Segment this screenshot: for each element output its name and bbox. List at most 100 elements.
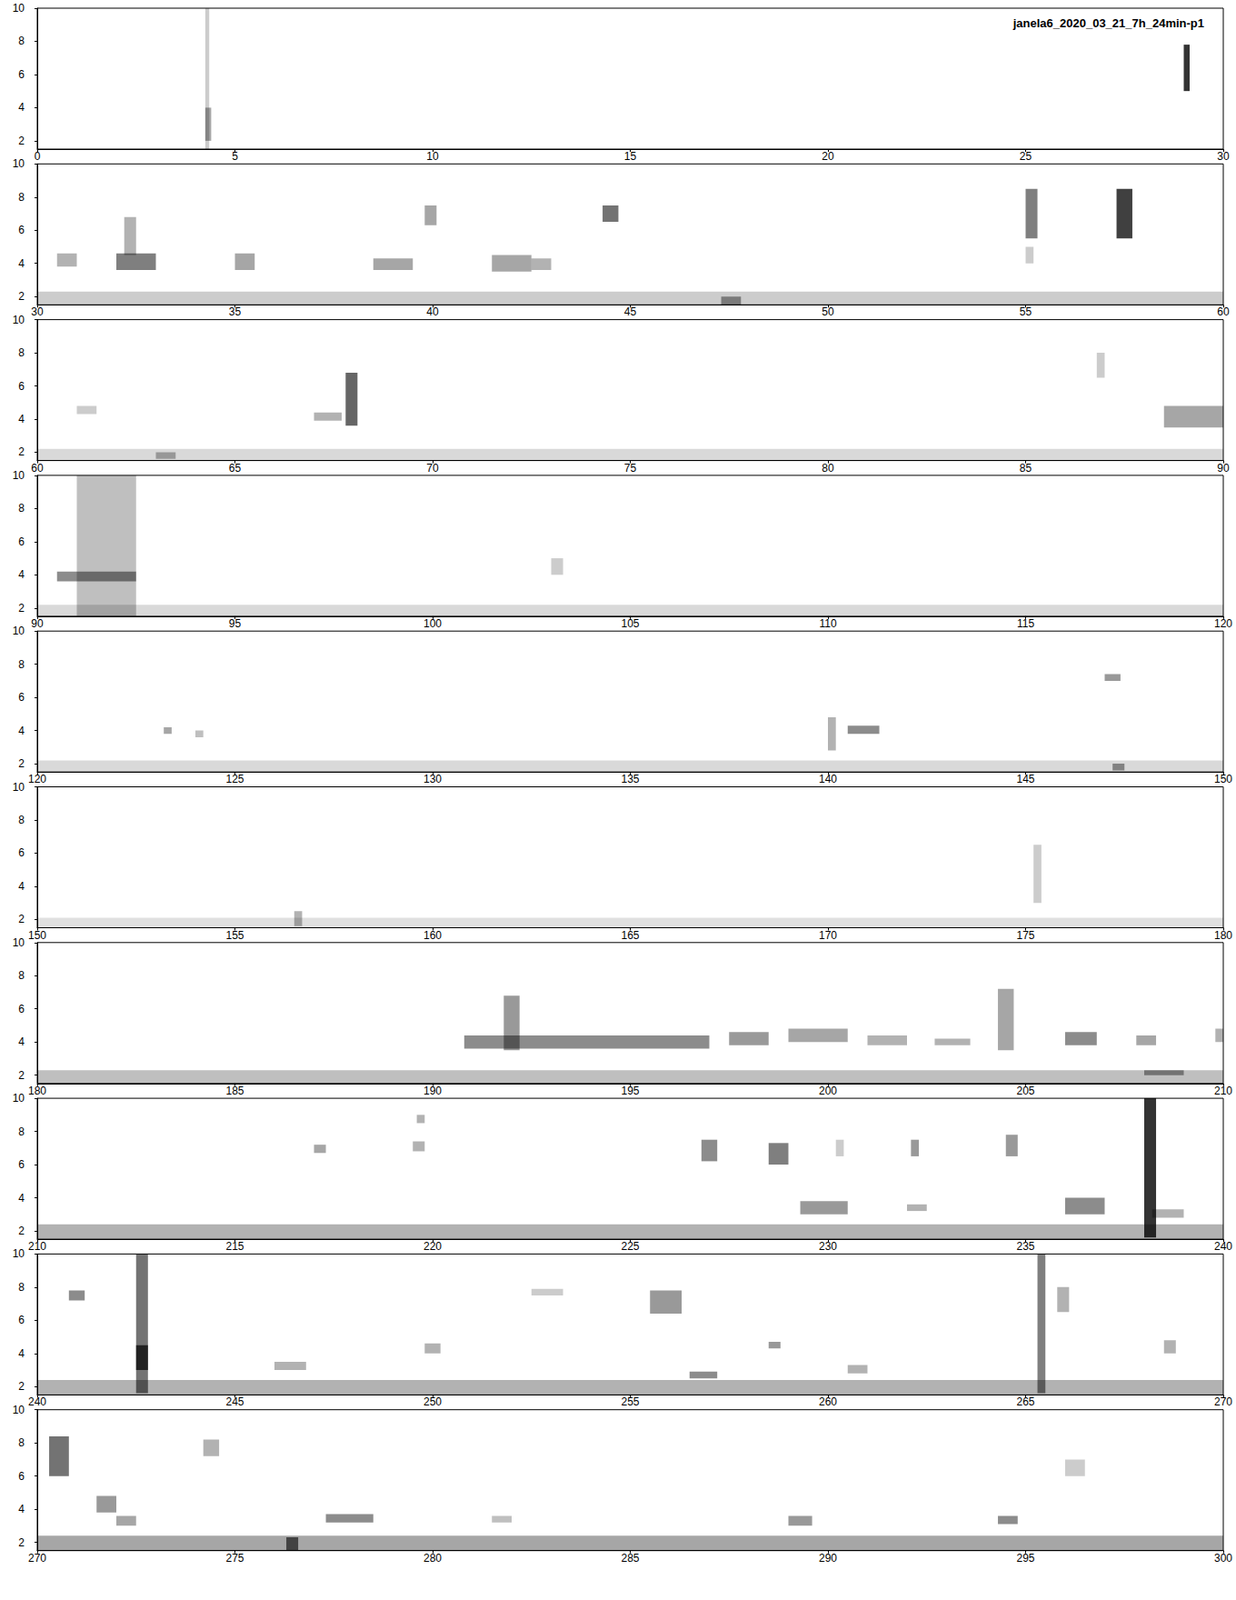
svg-text:2: 2: [18, 1068, 25, 1082]
svg-text:300: 300: [1214, 1551, 1233, 1565]
svg-text:295: 295: [1016, 1551, 1035, 1565]
svg-text:160: 160: [423, 928, 442, 942]
svg-text:145: 145: [1016, 772, 1035, 786]
svg-text:50: 50: [821, 305, 835, 319]
svg-text:260: 260: [818, 1395, 838, 1408]
svg-text:220: 220: [423, 1239, 442, 1253]
svg-text:2: 2: [18, 1535, 25, 1549]
svg-text:175: 175: [1016, 928, 1035, 942]
svg-text:265: 265: [1016, 1395, 1035, 1408]
svg-text:140: 140: [818, 772, 838, 786]
svg-text:8: 8: [18, 346, 25, 359]
svg-text:10: 10: [12, 1403, 26, 1416]
svg-text:6: 6: [18, 690, 25, 704]
svg-text:205: 205: [1016, 1084, 1035, 1097]
svg-text:85: 85: [1019, 461, 1033, 475]
svg-text:180: 180: [1214, 928, 1233, 942]
svg-text:6: 6: [18, 379, 25, 393]
svg-text:10: 10: [426, 149, 439, 163]
svg-text:0: 0: [34, 149, 41, 163]
svg-text:200: 200: [818, 1084, 838, 1097]
svg-text:6: 6: [18, 1469, 25, 1483]
svg-text:20: 20: [821, 149, 835, 163]
svg-text:25: 25: [1019, 149, 1033, 163]
svg-text:120: 120: [28, 772, 47, 786]
svg-text:8: 8: [18, 34, 25, 48]
svg-text:4: 4: [18, 257, 25, 270]
svg-text:8: 8: [18, 1125, 25, 1138]
svg-text:100: 100: [423, 617, 442, 630]
svg-text:285: 285: [620, 1551, 639, 1565]
svg-text:230: 230: [818, 1239, 838, 1253]
svg-text:8: 8: [18, 190, 25, 204]
svg-text:8: 8: [18, 657, 25, 671]
svg-text:195: 195: [620, 1084, 639, 1097]
svg-text:95: 95: [229, 617, 242, 630]
svg-text:2: 2: [18, 757, 25, 770]
svg-text:210: 210: [1214, 1084, 1233, 1097]
svg-text:65: 65: [229, 461, 242, 475]
svg-text:4: 4: [18, 1035, 25, 1048]
svg-text:40: 40: [426, 305, 439, 319]
svg-text:190: 190: [423, 1084, 442, 1097]
svg-text:4: 4: [18, 568, 25, 581]
svg-text:30: 30: [30, 305, 44, 319]
svg-text:10: 10: [12, 157, 26, 170]
svg-text:90: 90: [1216, 461, 1230, 475]
svg-text:80: 80: [821, 461, 835, 475]
svg-text:10: 10: [12, 313, 26, 327]
svg-text:4: 4: [18, 879, 25, 893]
svg-text:60: 60: [1216, 305, 1230, 319]
svg-text:4: 4: [18, 1502, 25, 1516]
svg-text:255: 255: [620, 1395, 639, 1408]
svg-text:155: 155: [225, 928, 244, 942]
svg-text:6: 6: [18, 223, 25, 237]
svg-text:4: 4: [18, 1191, 25, 1205]
svg-text:170: 170: [818, 928, 838, 942]
svg-text:6: 6: [18, 1313, 25, 1326]
svg-text:2: 2: [18, 289, 25, 303]
svg-text:185: 185: [225, 1084, 244, 1097]
svg-text:240: 240: [1214, 1239, 1233, 1253]
svg-text:6: 6: [18, 1157, 25, 1171]
svg-text:290: 290: [818, 1551, 838, 1565]
svg-text:60: 60: [30, 461, 44, 475]
svg-text:55: 55: [1019, 305, 1033, 319]
svg-text:10: 10: [12, 1246, 26, 1260]
svg-text:120: 120: [1214, 617, 1233, 630]
svg-text:10: 10: [12, 468, 26, 482]
svg-text:240: 240: [28, 1395, 47, 1408]
svg-text:130: 130: [423, 772, 442, 786]
svg-text:6: 6: [18, 68, 25, 81]
svg-text:6: 6: [18, 535, 25, 549]
svg-text:2: 2: [18, 601, 25, 615]
svg-text:180: 180: [28, 1084, 47, 1097]
svg-text:4: 4: [18, 1346, 25, 1360]
svg-text:105: 105: [620, 617, 639, 630]
svg-text:75: 75: [624, 461, 638, 475]
svg-text:6: 6: [18, 846, 25, 859]
svg-text:210: 210: [28, 1239, 47, 1253]
svg-text:4: 4: [18, 724, 25, 738]
svg-text:15: 15: [624, 149, 638, 163]
svg-text:150: 150: [28, 928, 47, 942]
svg-text:4: 4: [18, 412, 25, 426]
svg-text:10: 10: [12, 936, 26, 949]
svg-text:225: 225: [620, 1239, 639, 1253]
svg-text:35: 35: [229, 305, 242, 319]
svg-text:2: 2: [18, 1379, 25, 1393]
svg-text:8: 8: [18, 1435, 25, 1449]
svg-text:6: 6: [18, 1002, 25, 1016]
svg-text:4: 4: [18, 100, 25, 114]
svg-text:2: 2: [18, 445, 25, 459]
svg-text:70: 70: [426, 461, 439, 475]
svg-text:2: 2: [18, 1224, 25, 1237]
svg-text:janela6_2020_03_21_7h_24min-p1: janela6_2020_03_21_7h_24min-p1: [1012, 16, 1205, 30]
svg-text:235: 235: [1016, 1239, 1035, 1253]
svg-text:10: 10: [12, 1091, 26, 1105]
svg-text:8: 8: [18, 813, 25, 827]
svg-text:10: 10: [12, 780, 26, 794]
svg-text:250: 250: [423, 1395, 442, 1408]
svg-text:90: 90: [30, 617, 44, 630]
svg-text:270: 270: [28, 1551, 47, 1565]
